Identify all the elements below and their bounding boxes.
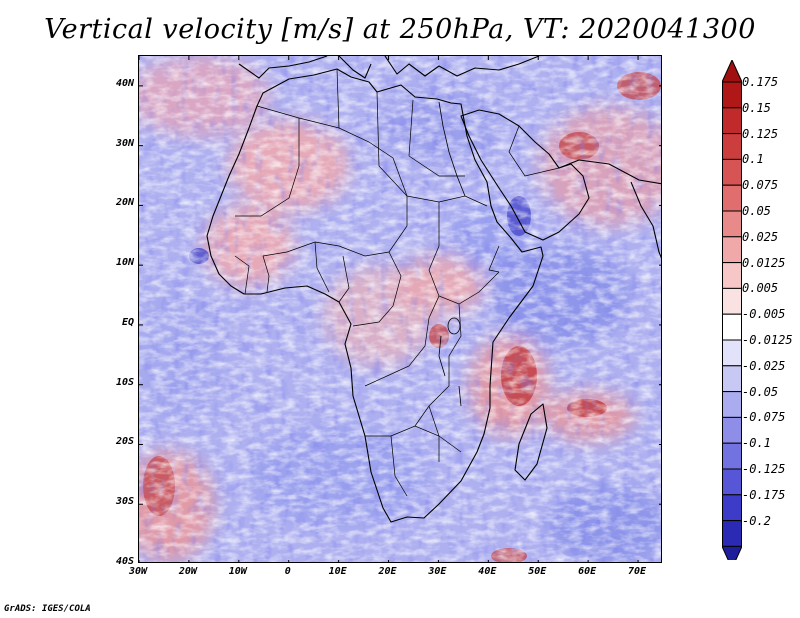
colorbar-swatch: [722, 236, 742, 264]
country-borders: [234, 68, 560, 497]
colorbar-label: -0.125: [742, 462, 786, 476]
colorbar-label: -0.0125: [742, 333, 793, 347]
lakes: [438, 317, 462, 407]
colorbar-label: 0.125: [742, 126, 779, 141]
map-frame: [138, 55, 662, 563]
colorbar-label: -0.175: [742, 487, 786, 502]
colorbar-swatch: [722, 184, 742, 212]
colorbar-label: 0.175: [742, 75, 779, 89]
lat-label: 20N: [115, 197, 134, 209]
map-canvas: [139, 56, 661, 562]
lon-label: 70E: [628, 566, 647, 577]
map-title: Vertical velocity [m/s] at 250hPa, VT: 2…: [44, 14, 756, 45]
velocity-field-texture-white: [139, 56, 661, 562]
lon-label: 40E: [478, 566, 497, 577]
graticule-ticks: [139, 56, 661, 562]
colorbar-swatch: [722, 81, 742, 109]
colorbar-swatch: [722, 158, 742, 186]
lon-label: 30W: [128, 566, 148, 577]
colorbar-swatch: [722, 520, 742, 547]
grads-credit: GrADS: IGES/COLA: [4, 604, 91, 614]
india-coastline: [630, 181, 661, 259]
lon-label: 10W: [228, 566, 247, 577]
colorbar-swatch: [722, 416, 742, 444]
colorbar-label: 0.075: [742, 178, 779, 193]
lon-label: 20W: [178, 566, 197, 577]
colorbar-swatch: [722, 210, 742, 238]
colorbar-swatch: [722, 494, 742, 522]
colorbar-label: 0.05: [742, 204, 771, 218]
lat-label: 10S: [115, 376, 134, 388]
lon-label: 20E: [378, 566, 397, 577]
colorbar-label: -0.1: [742, 436, 771, 451]
colorbar-label: -0.05: [742, 384, 779, 399]
africa-coastline: [206, 68, 544, 523]
colorbar-max-arrow: [722, 60, 742, 83]
colorbar-label: -0.2: [742, 513, 771, 528]
lon-label: 50E: [528, 566, 547, 577]
colorbar-label: 0.0125: [742, 255, 786, 270]
lon-label: 30E: [428, 566, 447, 577]
colorbar-label: -0.075: [742, 410, 786, 425]
colorbar-swatch: [722, 287, 742, 315]
lat-label: 30S: [115, 496, 134, 508]
colorbar-swatch: [722, 468, 742, 496]
nile-river: [438, 101, 466, 197]
colorbar-label: -0.005: [742, 307, 786, 322]
lat-label: 30N: [115, 137, 134, 149]
coastlines: [206, 56, 661, 523]
colorbar: [722, 60, 742, 560]
colorbar-label: -0.025: [742, 358, 786, 373]
colorbar-label: 0.15: [742, 100, 771, 115]
colorbar-swatch: [722, 313, 742, 341]
colorbar-swatch: [722, 133, 742, 160]
lat-label: 40N: [115, 77, 134, 89]
lat-label: EQ: [121, 316, 134, 328]
colorbar-swatch: [722, 442, 742, 470]
lon-label: 0: [284, 566, 291, 577]
lon-label: 10E: [328, 566, 347, 577]
colorbar-swatch: [722, 365, 742, 393]
colorbar-swatch: [722, 391, 742, 418]
colorbar-label: 0.005: [742, 281, 779, 296]
europe-coastline: [238, 56, 540, 79]
lon-label: 60E: [578, 566, 597, 577]
colorbar-swatch: [722, 107, 742, 135]
lat-label: 40S: [115, 556, 134, 567]
colorbar-label: 0.1: [742, 152, 764, 167]
lat-label: 10N: [115, 257, 134, 269]
madagascar-coastline: [514, 403, 548, 481]
colorbar-min-arrow: [722, 545, 742, 560]
iran-coastline: [558, 159, 661, 185]
lat-label: 20S: [115, 436, 134, 448]
colorbar-swatch: [722, 262, 742, 289]
colorbar-label: 0.025: [742, 229, 779, 244]
colorbar-swatch: [722, 339, 742, 367]
